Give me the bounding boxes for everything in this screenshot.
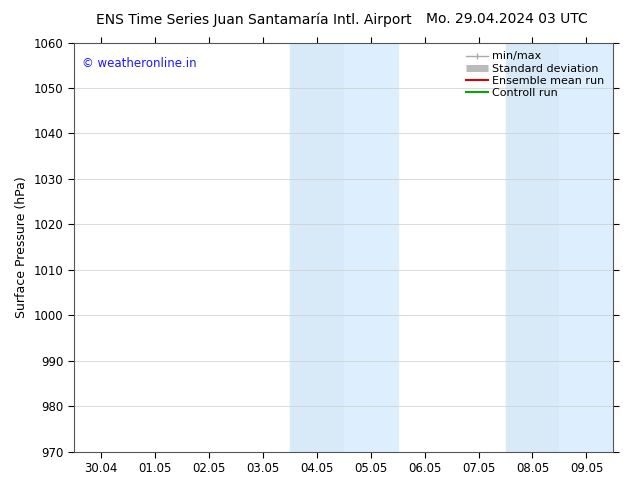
Bar <box>290 43 344 452</box>
Y-axis label: Surface Pressure (hPa): Surface Pressure (hPa) <box>15 176 28 318</box>
Bar <box>559 43 614 452</box>
Legend: min/max, Standard deviation, Ensemble mean run, Controll run: min/max, Standard deviation, Ensemble me… <box>462 48 608 101</box>
Text: © weatheronline.in: © weatheronline.in <box>82 57 197 70</box>
Bar <box>505 43 559 452</box>
Bar <box>344 43 398 452</box>
Text: ENS Time Series Juan Santamaría Intl. Airport: ENS Time Series Juan Santamaría Intl. Ai… <box>96 12 411 27</box>
Text: Mo. 29.04.2024 03 UTC: Mo. 29.04.2024 03 UTC <box>426 12 588 26</box>
